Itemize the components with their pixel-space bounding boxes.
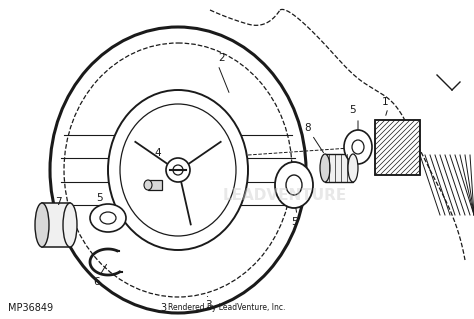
- Ellipse shape: [90, 204, 126, 232]
- Ellipse shape: [108, 90, 248, 250]
- Ellipse shape: [320, 154, 330, 182]
- Ellipse shape: [144, 180, 152, 190]
- Ellipse shape: [275, 162, 313, 208]
- Circle shape: [173, 165, 183, 175]
- Text: 6: 6: [94, 277, 100, 287]
- Text: 8: 8: [305, 123, 311, 133]
- Ellipse shape: [344, 130, 372, 164]
- Ellipse shape: [348, 154, 358, 182]
- Text: 3: 3: [205, 300, 211, 310]
- Ellipse shape: [35, 203, 49, 247]
- Bar: [375, 120, 420, 175]
- Ellipse shape: [286, 175, 302, 195]
- Ellipse shape: [63, 203, 77, 247]
- Bar: [375, 120, 420, 175]
- Text: MP36849: MP36849: [8, 303, 53, 313]
- Text: 4: 4: [155, 148, 161, 158]
- Bar: [148, 180, 162, 190]
- Text: 3: 3: [160, 303, 166, 313]
- Ellipse shape: [352, 140, 364, 154]
- Bar: [42, 203, 70, 247]
- Bar: [325, 154, 353, 182]
- Text: 1: 1: [382, 97, 388, 107]
- Text: 5: 5: [350, 105, 356, 115]
- Text: LEADVENTURE: LEADVENTURE: [223, 188, 347, 203]
- Text: 5: 5: [292, 217, 298, 227]
- Text: Rendered by LeadVenture, Inc.: Rendered by LeadVenture, Inc.: [168, 303, 285, 313]
- Text: 5: 5: [97, 193, 103, 203]
- Text: 2: 2: [219, 53, 225, 63]
- Circle shape: [166, 158, 190, 182]
- Ellipse shape: [100, 212, 116, 224]
- Text: 7: 7: [55, 197, 61, 207]
